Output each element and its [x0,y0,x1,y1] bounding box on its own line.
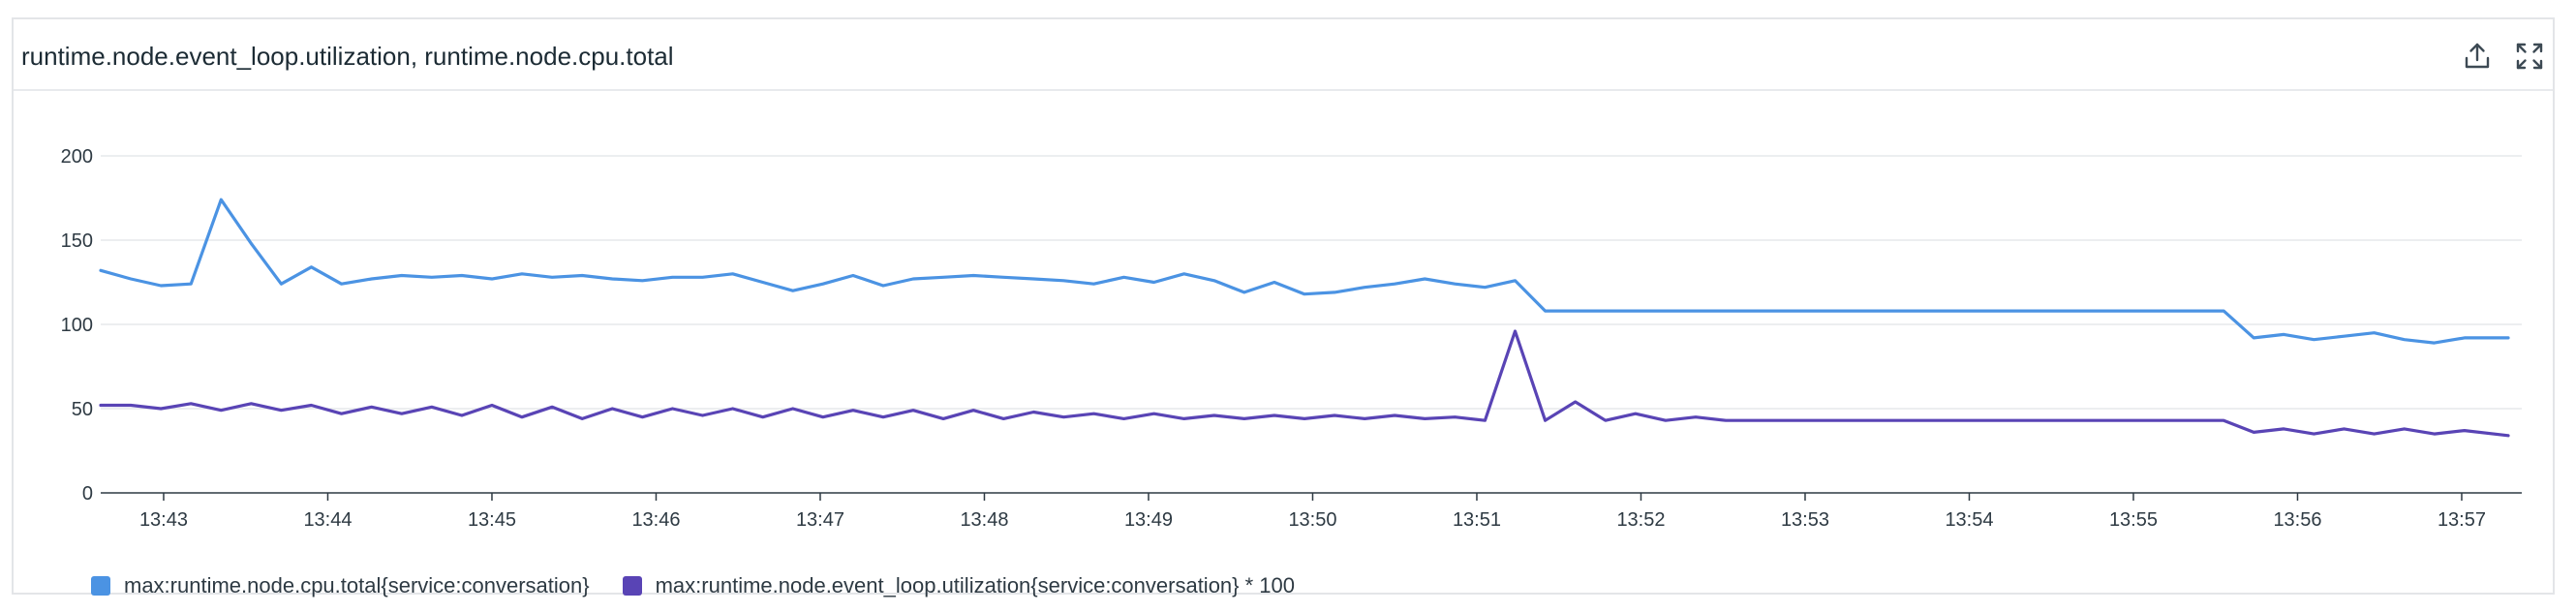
y-tick-label: 100 [61,315,93,336]
timeseries-widget: runtime.node.event_loop.utilization, run… [12,17,2555,598]
x-tick-label: 13:47 [796,509,844,531]
legend-swatch-cpu [91,576,110,596]
legend-label-cpu: max:runtime.node.cpu.total{service:conve… [124,573,590,597]
y-tick-label: 0 [82,483,93,505]
x-tick-label: 13:46 [631,509,680,531]
x-tick-label: 13:48 [960,509,1008,531]
x-tick-label: 13:54 [1945,509,1993,531]
x-tick-label: 13:57 [2438,509,2486,531]
y-tick-label: 50 [72,399,93,420]
legend-label-event-loop: max:runtime.node.event_loop.utilization{… [655,573,1296,597]
x-tick-label: 13:45 [468,509,516,531]
x-tick-label: 13:51 [1453,509,1501,531]
x-tick-label: 13:55 [2109,509,2158,531]
fullscreen-icon[interactable] [2512,39,2547,74]
series-line-cpu-total [99,198,2510,345]
widget-title: runtime.node.event_loop.utilization, run… [21,42,674,71]
x-tick-label: 13:52 [1616,509,1665,531]
legend-swatch-event-loop [622,576,642,596]
y-tick-label: 200 [61,146,93,168]
x-tick-label: 13:50 [1288,509,1336,531]
x-tick-label: 13:49 [1124,509,1173,531]
x-tick-label: 13:44 [303,509,352,531]
chart-legend: max:runtime.node.cpu.total{service:conve… [91,573,1328,598]
series-line-event-loop-utilization [99,329,2510,438]
chart-canvas[interactable]: 0 50 100 150 200 13:43 13:44 13:45 13:46 13:47 13:… [14,19,2553,593]
y-tick-label: 150 [61,230,93,252]
export-icon[interactable] [2460,39,2495,74]
x-tick-label: 13:43 [139,509,188,531]
x-tick-label: 13:53 [1781,509,1829,531]
widget-header: runtime.node.event_loop.utilization, run… [14,19,2553,91]
x-tick-label: 13:56 [2273,509,2321,531]
legend-item-event-loop[interactable]: max:runtime.node.event_loop.utilization{… [622,573,1296,598]
legend-item-cpu[interactable]: max:runtime.node.cpu.total{service:conve… [91,573,590,598]
